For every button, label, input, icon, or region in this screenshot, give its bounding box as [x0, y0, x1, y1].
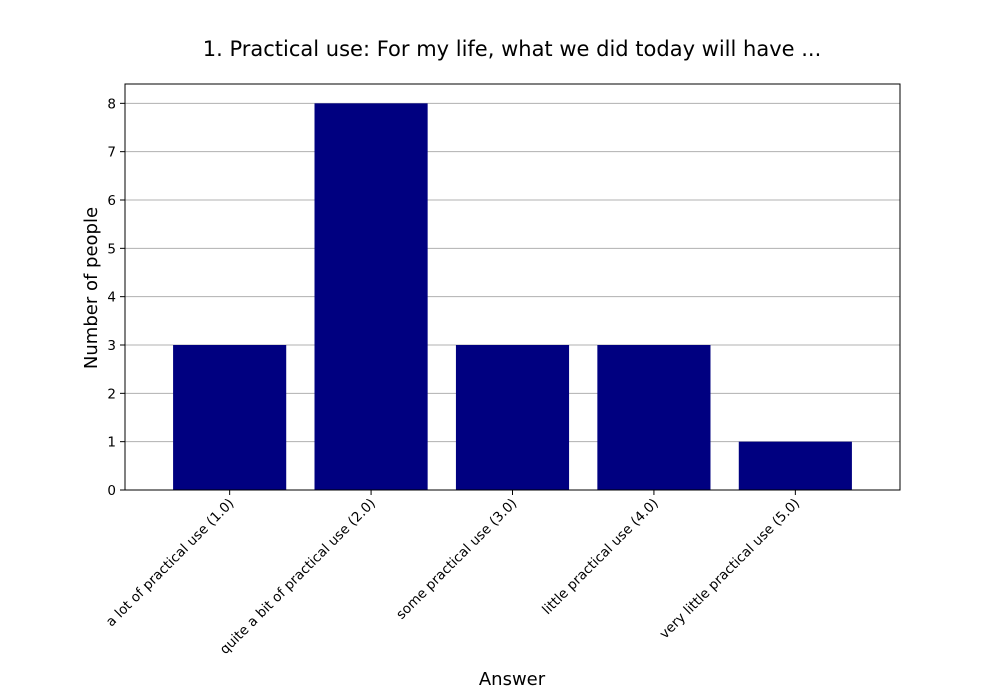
y-tick-label: 8: [107, 96, 116, 112]
x-tick-label: little practical use (4.0): [539, 496, 661, 618]
x-axis-label: Answer: [479, 669, 546, 690]
bar: [173, 345, 287, 490]
y-tick-label: 7: [107, 145, 116, 161]
y-axis-ticks: 0 1 2 3 4 5 6 7 8: [107, 96, 125, 499]
bar: [738, 441, 852, 490]
y-tick-label: 5: [107, 241, 116, 257]
chart-title: 1. Practical use: For my life, what we d…: [203, 37, 822, 61]
bar: [314, 103, 428, 490]
x-tick-label: some practical use (3.0): [393, 496, 520, 623]
x-tick-label: very little practical use (5.0): [657, 496, 804, 643]
y-tick-label: 2: [107, 386, 116, 402]
bar: [597, 345, 711, 490]
y-tick-label: 3: [107, 338, 116, 354]
y-axis-label: Number of people: [81, 207, 102, 369]
y-tick-label: 1: [107, 435, 116, 451]
x-tick-label: quite a bit of practical use (2.0): [217, 496, 379, 658]
y-tick-label: 6: [107, 193, 116, 209]
x-tick-label: a lot of practical use (1.0): [103, 496, 238, 631]
bars: [173, 103, 852, 490]
y-tick-label: 0: [107, 483, 116, 499]
x-axis-ticks: a lot of practical use (1.0)quite a bit …: [103, 490, 803, 658]
y-tick-label: 4: [107, 290, 116, 306]
bar: [455, 345, 570, 490]
